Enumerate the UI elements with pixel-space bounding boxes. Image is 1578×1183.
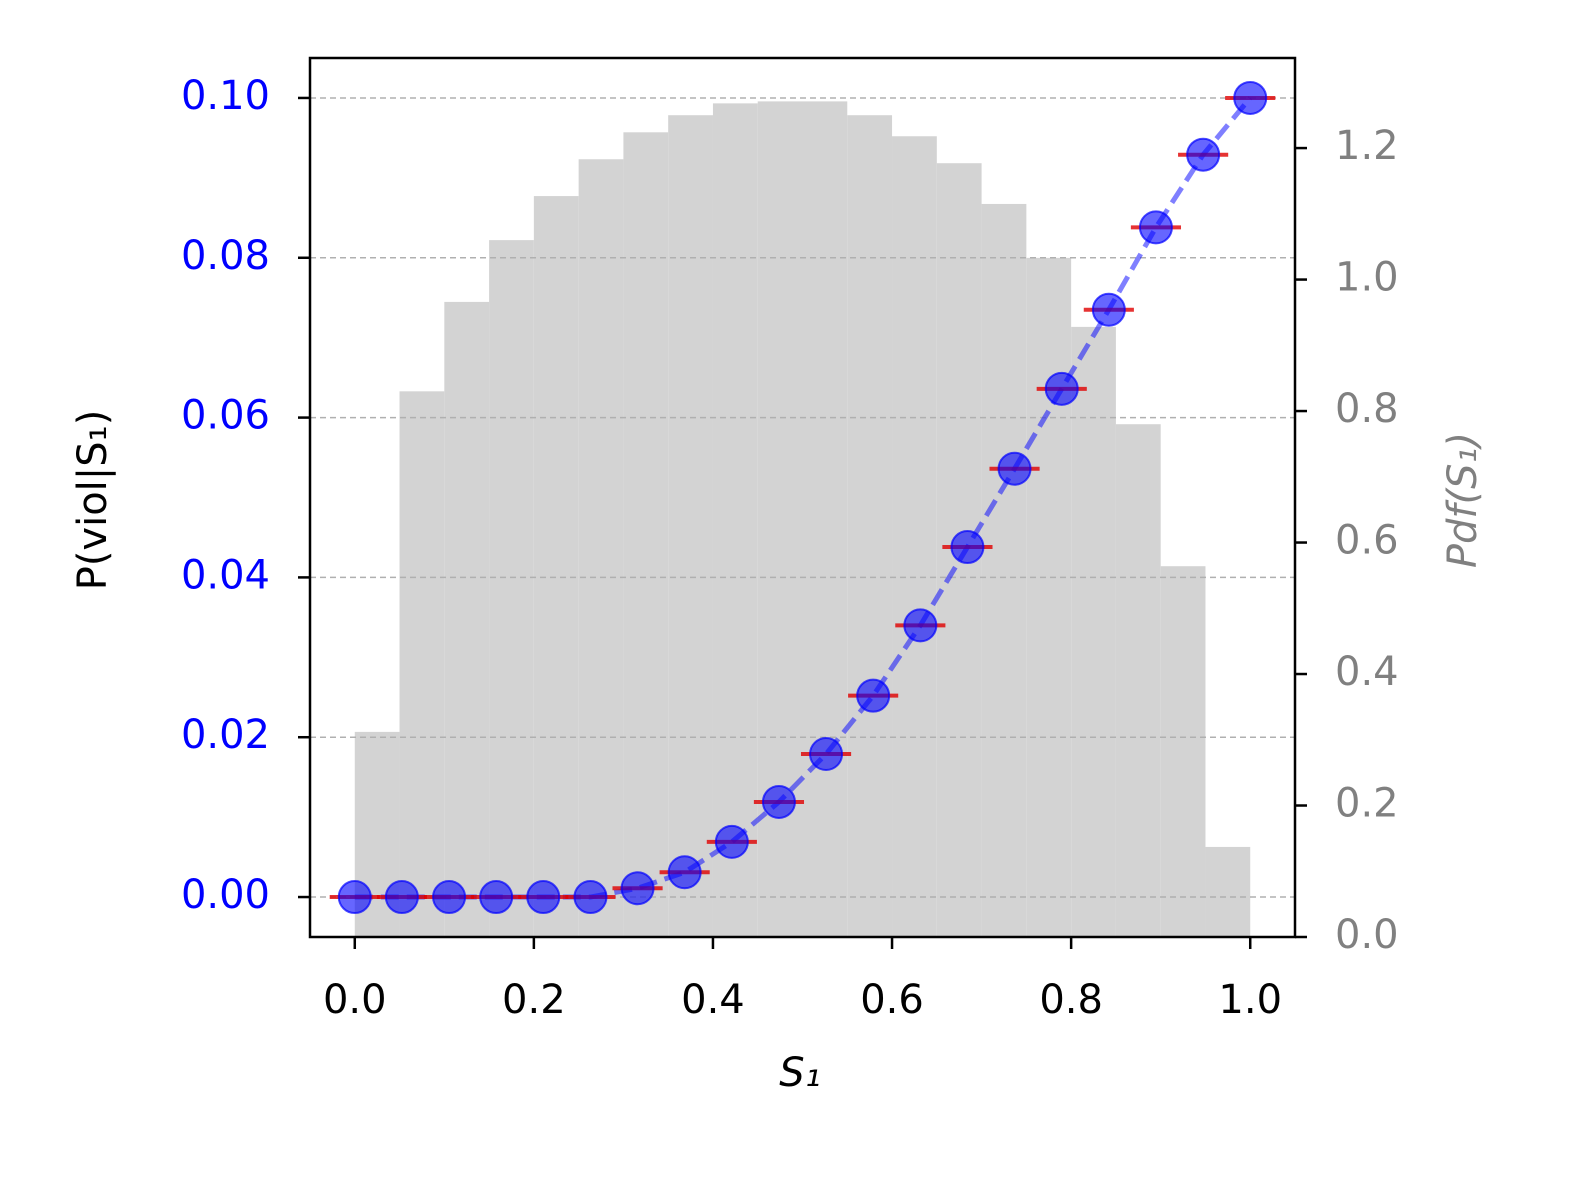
x-tick-label: 0.4 (681, 977, 745, 1023)
y-tick-label: 0.00 (181, 872, 270, 918)
y-axis-label: P(viol|S₁) (70, 410, 116, 591)
data-point (1138, 210, 1173, 245)
data-point (809, 737, 844, 772)
data-point (479, 880, 514, 915)
histogram-bar (399, 391, 445, 937)
histogram-bar (892, 136, 937, 937)
histogram-bar (444, 301, 490, 937)
data-point (856, 678, 891, 713)
data-point (573, 880, 608, 915)
plot-frame (308, 56, 1297, 939)
data-point (714, 824, 749, 859)
histogram-bar (1205, 846, 1251, 937)
data-point (1091, 292, 1126, 327)
data-point (620, 871, 655, 906)
x-axis-label: S₁ (779, 1050, 820, 1096)
y2-tick-label: 0.6 (1335, 518, 1399, 564)
histogram-bar (533, 196, 579, 938)
data-point (432, 880, 467, 915)
histogram-bar (847, 115, 893, 938)
y-tick-label: 0.04 (181, 552, 270, 598)
y2-tick-label: 1.0 (1335, 255, 1399, 301)
histogram-bar (489, 240, 534, 937)
histogram-bar (1071, 326, 1116, 937)
histogram-bar (668, 115, 713, 938)
data-point (903, 608, 938, 643)
y-tick-label: 0.10 (181, 73, 270, 119)
data-point (1233, 80, 1268, 115)
histogram-bar (802, 101, 848, 937)
data-point (384, 880, 419, 915)
histogram-bar (981, 203, 1027, 937)
y2-tick-label: 0.2 (1335, 781, 1399, 827)
y-tick-label: 0.06 (181, 393, 270, 439)
y2-tick-label: 0.4 (1335, 649, 1399, 695)
y2-axis-label: Pdf(S₁) (1440, 432, 1486, 568)
histogram-bar (712, 103, 758, 937)
x-tick-label: 0.8 (1039, 977, 1103, 1023)
data-point (667, 855, 702, 890)
data-point (1044, 371, 1079, 406)
data-point (526, 880, 561, 915)
histogram-bar (1115, 424, 1161, 938)
y-tick-label: 0.02 (181, 712, 270, 758)
y2-tick-label: 1.2 (1335, 123, 1399, 169)
x-tick-label: 0.2 (502, 977, 566, 1023)
x-tick-label: 0.6 (860, 977, 924, 1023)
x-tick-label: 1.0 (1218, 977, 1282, 1023)
data-point (950, 530, 985, 565)
data-point (997, 451, 1032, 486)
data-point (761, 784, 796, 819)
y2-tick-label: 0.0 (1335, 912, 1399, 958)
y-tick-label: 0.08 (181, 233, 270, 279)
data-point (1186, 137, 1221, 172)
x-tick-label: 0.0 (323, 977, 387, 1023)
histogram-bar (1160, 566, 1206, 937)
histogram-bar (623, 132, 669, 937)
histogram-bar (1026, 257, 1072, 937)
y2-tick-label: 0.8 (1335, 386, 1399, 432)
histogram-bar (578, 159, 624, 937)
data-point (337, 880, 372, 915)
